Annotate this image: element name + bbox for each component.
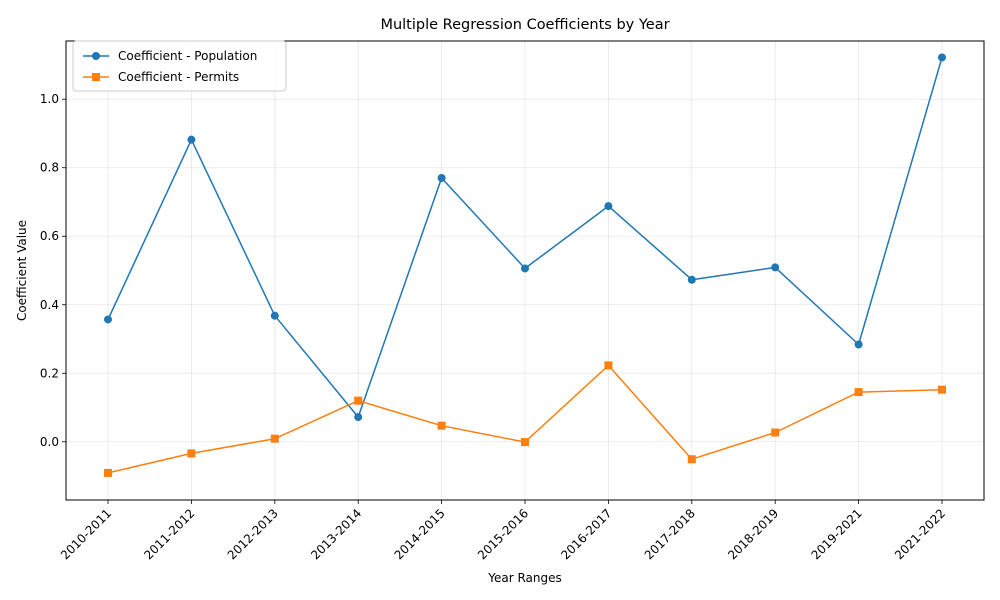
data-point-population [604, 202, 613, 211]
data-point-population [521, 264, 529, 273]
legend-marker-population [92, 52, 100, 60]
data-point-permits [771, 428, 780, 437]
x-axis-label: Year Ranges [487, 571, 562, 585]
y-tick-label: 0.6 [40, 229, 59, 243]
series-layer [104, 53, 946, 477]
data-point-population [938, 53, 946, 62]
chart-title: Multiple Regression Coefficients by Year [380, 17, 669, 33]
data-point-permits [521, 438, 529, 447]
data-point-permits [854, 388, 863, 397]
data-point-population [437, 174, 446, 183]
data-point-permits [437, 421, 446, 430]
legend-box [72, 40, 287, 92]
y-tick-label: 0.8 [40, 161, 59, 175]
y-tick-label: 0.2 [40, 366, 59, 380]
legend-label-permits: Coefficient - Permits [118, 70, 239, 84]
y-tick-label: 1.0 [40, 92, 59, 106]
data-point-population [854, 340, 863, 349]
data-point-permits [187, 449, 196, 458]
y-tick-label: 0.4 [40, 298, 59, 312]
data-point-permits [687, 455, 696, 464]
data-point-population [354, 413, 363, 422]
data-point-population [270, 311, 279, 320]
data-point-population [187, 135, 196, 144]
data-point-population [771, 263, 780, 272]
y-tick-label: 0.0 [40, 435, 59, 449]
data-point-population [104, 315, 112, 324]
data-point-population [687, 275, 696, 284]
data-point-permits [354, 396, 363, 405]
data-point-permits [604, 361, 613, 370]
grid-lines [66, 41, 984, 500]
y-axis: 0.0 0.2 0.4 0.6 0.8 1.0 [40, 92, 66, 449]
legend-label-population: Coefficient - Population [118, 49, 257, 63]
legend-marker-permits [92, 73, 100, 81]
data-point-permits [270, 434, 279, 443]
y-axis-label: Coefficient Value [15, 220, 29, 321]
legend: Coefficient - Population Coefficient - P… [72, 40, 287, 92]
data-point-permits [104, 468, 112, 477]
data-point-permits [938, 385, 946, 394]
